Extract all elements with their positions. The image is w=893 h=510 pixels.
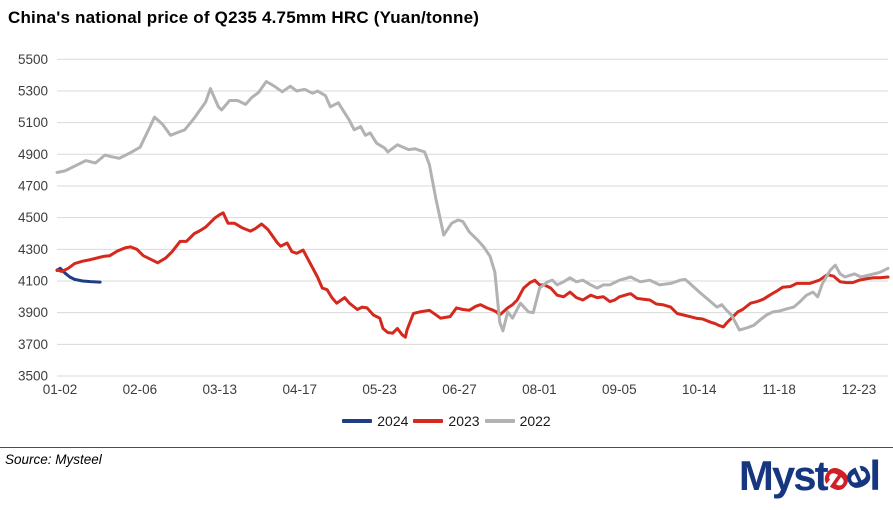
- y-tick-label-4300: 4300: [18, 242, 48, 257]
- y-tick-label-4700: 4700: [18, 178, 48, 193]
- mysteel-logo: Mysteel: [738, 452, 882, 502]
- x-tick-label-03-13: 03-13: [203, 382, 238, 397]
- x-tick-label-05-23: 05-23: [362, 382, 397, 397]
- chart-legend: 2024 2023 2022: [0, 413, 893, 429]
- x-tick-label-10-14: 10-14: [682, 382, 717, 397]
- x-tick-label-04-17: 04-17: [282, 382, 317, 397]
- legend-label-2023: 2023: [448, 413, 480, 429]
- legend-item-2022: 2022: [484, 413, 551, 429]
- logo-text-l: l: [869, 452, 881, 499]
- legend-swatch-2023: [413, 419, 444, 423]
- y-tick-label-4500: 4500: [18, 210, 48, 225]
- source-note: Source: Mysteel: [5, 452, 102, 467]
- x-tick-label-06-27: 06-27: [442, 382, 477, 397]
- y-tick-label-4900: 4900: [18, 147, 48, 162]
- x-tick-label-01-02: 01-02: [43, 382, 78, 397]
- price-chart: 5500 5300 5100 4900 4700 4500 4300 4100 3900 3700…: [18, 52, 890, 397]
- y-tick-label-3700: 3700: [18, 337, 48, 352]
- y-tick-label-5100: 5100: [18, 115, 48, 130]
- y-tick-label-5300: 5300: [18, 83, 48, 98]
- x-tick-label-12-23: 12-23: [842, 382, 877, 397]
- chart-title: China's national price of Q235 4.75mm HR…: [8, 8, 480, 27]
- legend-label-2022: 2022: [519, 413, 551, 429]
- series-line-2023: [55, 211, 890, 339]
- y-tick-label-5500: 5500: [18, 52, 48, 67]
- series-line-2024: [55, 266, 102, 284]
- y-tick-label-3500: 3500: [18, 369, 48, 384]
- x-tick-label-08-01: 08-01: [522, 382, 557, 397]
- legend-swatch-2024: [342, 419, 373, 423]
- legend-item-2024: 2024: [342, 413, 408, 429]
- x-tick-label-02-06: 02-06: [123, 382, 158, 397]
- logo-text-myst: Myst: [738, 452, 829, 499]
- legend-swatch-2022: [484, 419, 515, 423]
- series-line-2022: [55, 80, 890, 333]
- y-tick-label-4100: 4100: [18, 273, 48, 288]
- x-tick-label-11-18: 11-18: [762, 382, 796, 397]
- x-tick-label-09-05: 09-05: [602, 382, 637, 397]
- footer-divider: [0, 447, 893, 448]
- legend-item-2023: 2023: [413, 413, 480, 429]
- y-tick-label-3900: 3900: [18, 305, 48, 320]
- legend-label-2024: 2024: [377, 413, 409, 429]
